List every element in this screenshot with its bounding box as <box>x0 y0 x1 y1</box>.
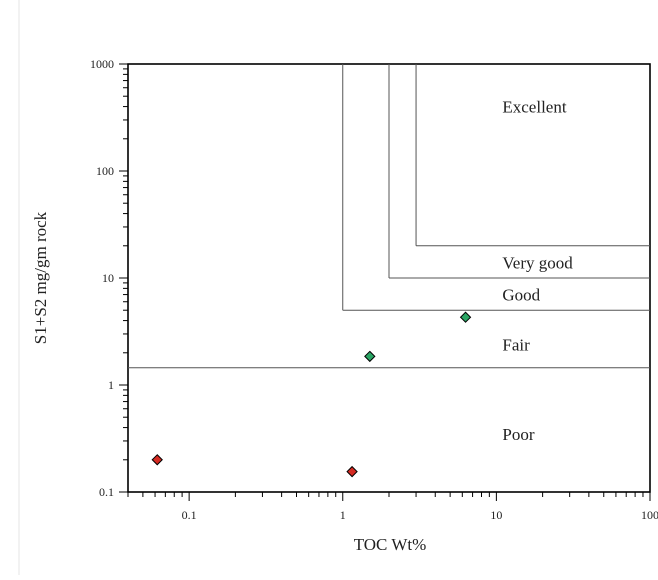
zone-label: Excellent <box>502 98 566 117</box>
y-axis-title: S1+S2 mg/gm rock <box>31 211 50 344</box>
y-tick-label: 0.1 <box>99 485 114 499</box>
y-tick-label: 1 <box>108 378 114 392</box>
x-tick-label: 10 <box>490 508 502 522</box>
zone-labels: Excellent Very good Good Fair Poor <box>502 98 573 444</box>
zone-label: Poor <box>502 425 534 444</box>
data-point <box>364 350 376 363</box>
zone-label: Fair <box>502 335 530 354</box>
x-tick-label: 1 <box>340 508 346 522</box>
x-axis-title: TOC Wt% <box>354 535 427 554</box>
y-tick-label: 1000 <box>90 57 114 71</box>
x-axis: 0.1 1 10 100 <box>127 492 658 522</box>
y-axis: 0.1 1 10 100 1000 <box>90 57 128 499</box>
y-tick-label: 10 <box>102 271 114 285</box>
x-tick-label: 100 <box>641 508 658 522</box>
zone-label: Good <box>502 286 540 305</box>
data-point <box>151 454 163 466</box>
zone-label: Very good <box>502 253 573 272</box>
data-point <box>459 311 472 323</box>
x-tick-label: 0.1 <box>182 508 197 522</box>
data-points <box>151 311 472 478</box>
data-point <box>346 465 358 478</box>
classification-boundaries <box>128 64 650 369</box>
y-tick-label: 100 <box>96 164 114 178</box>
